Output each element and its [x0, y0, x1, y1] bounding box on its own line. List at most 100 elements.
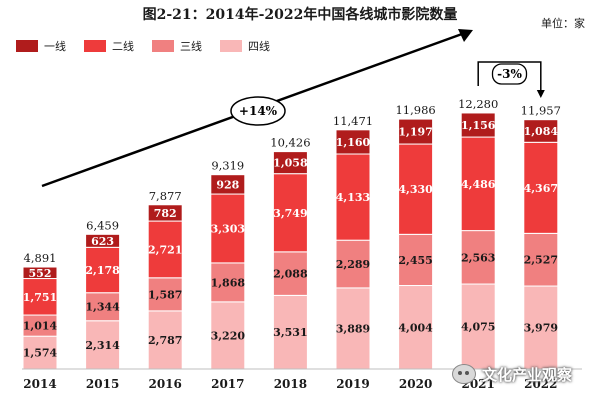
legend-swatch-0: [16, 40, 38, 52]
annotations: +14% -3%: [41, 29, 545, 188]
x-tick-label-2019: 2019: [336, 377, 369, 391]
segment-label-2018-3: 1,058: [273, 157, 308, 170]
segment-label-2014-1: 1,014: [23, 320, 58, 333]
x-tick-label-2018: 2018: [274, 377, 307, 391]
segment-label-2018-0: 3,531: [273, 326, 307, 339]
legend-label-0: 一线: [44, 39, 66, 53]
segment-label-2022-1: 2,527: [524, 254, 558, 267]
legend-swatch-1: [84, 40, 106, 52]
bar-segment-2018-3: [272, 151, 308, 175]
bar-segment-2016-2: [147, 220, 183, 279]
bar-segment-2019-2: [335, 153, 371, 241]
segment-label-2017-3: 928: [216, 178, 239, 191]
watermark: 文化产业观察: [452, 362, 598, 386]
total-label-2022: 11,957: [521, 104, 561, 118]
bar-segment-2018-2: [272, 173, 308, 253]
bar-segment-2021-2: [460, 136, 496, 232]
segment-label-2016-2: 2,721: [148, 243, 182, 256]
segment-label-2021-3: 1,156: [461, 119, 496, 132]
bars: 1,574 1,014 1,751 552 4,891 2014 2,314 1,344 2,1…: [22, 97, 561, 391]
bar-segment-2022-0: [523, 285, 559, 370]
bar-segment-2021-0: [460, 283, 496, 370]
bar-segment-2020-0: [398, 285, 434, 370]
bar-segment-2018-1: [272, 251, 308, 296]
growth-arrow-head: [458, 29, 473, 42]
change-bubble: [491, 63, 528, 85]
x-tick-label-2017: 2017: [211, 377, 244, 391]
bar-segment-2016-3: [147, 204, 183, 222]
bar-segment-2017-2: [210, 193, 246, 264]
total-label-2018: 10,426: [270, 136, 310, 150]
segment-label-2019-3: 1,160: [336, 136, 371, 149]
x-tick-label-2020: 2020: [399, 377, 432, 391]
wechat-icon: [452, 364, 476, 384]
bar-segment-2021-1: [460, 230, 496, 285]
bar-segment-2022-3: [523, 119, 559, 143]
bar-segment-2018-0: [272, 294, 308, 370]
segment-label-2021-2: 4,486: [461, 178, 496, 191]
chart-title: 图2-21：2014年-2022年中国各线城市影院数量: [143, 6, 458, 23]
total-label-2020: 11,986: [395, 103, 435, 117]
segment-label-2016-3: 782: [154, 207, 177, 220]
bar-segment-2015-3: [85, 233, 121, 248]
bar-segment-2021-3: [460, 112, 496, 138]
segment-label-2016-1: 1,587: [148, 288, 182, 301]
change-bracket: [477, 61, 542, 92]
change-label: -3%: [497, 67, 522, 81]
total-label-2014: 4,891: [24, 251, 57, 265]
segment-label-2016-0: 2,787: [148, 334, 182, 347]
bar-segment-2015-2: [85, 246, 121, 294]
segment-label-2021-1: 2,563: [461, 251, 495, 264]
x-tick-label-2015: 2015: [86, 377, 119, 391]
total-label-2016: 7,877: [149, 189, 182, 203]
bar-segment-2022-1: [523, 232, 559, 287]
bar-segment-2019-3: [335, 129, 371, 155]
bar-segment-2016-1: [147, 277, 183, 312]
legend-label-2: 三线: [180, 39, 202, 53]
bar-segment-2017-3: [210, 174, 246, 195]
total-label-2015: 6,459: [86, 218, 119, 232]
segment-label-2015-3: 623: [91, 235, 114, 248]
segment-label-2018-1: 2,088: [273, 268, 308, 281]
segment-label-2022-0: 3,979: [524, 322, 558, 335]
segment-label-2019-0: 3,889: [336, 322, 370, 335]
segment-label-2020-0: 4,004: [398, 321, 433, 334]
legend-swatch-3: [220, 40, 242, 52]
segment-label-2021-0: 4,075: [461, 321, 495, 334]
segment-label-2017-0: 3,220: [211, 329, 246, 342]
legend: 一线 二线 三线 四线: [16, 39, 270, 53]
bar-segment-2020-2: [398, 143, 434, 235]
legend-label-3: 四线: [248, 39, 270, 53]
total-label-2017: 9,319: [211, 159, 244, 173]
segment-label-2014-0: 1,574: [23, 347, 58, 360]
segment-label-2020-2: 4,330: [398, 183, 433, 196]
bar-segment-2019-0: [335, 287, 371, 370]
total-label-2019: 11,471: [333, 114, 373, 128]
segment-label-2018-2: 3,749: [273, 207, 307, 220]
segment-label-2014-3: 552: [29, 267, 52, 280]
unit-label: 单位：家: [541, 16, 585, 30]
total-label-2021: 12,280: [458, 97, 498, 111]
x-tick-label-2022: 2022: [524, 377, 557, 391]
segment-label-2015-1: 1,344: [85, 301, 120, 314]
watermark-text: 文化产业观察: [482, 365, 573, 384]
growth-label: +14%: [239, 104, 278, 118]
legend-swatch-2: [152, 40, 174, 52]
segment-label-2015-0: 2,314: [85, 339, 120, 352]
segment-label-2019-1: 2,289: [336, 258, 370, 271]
bar-segment-2020-3: [398, 118, 434, 145]
segment-label-2014-2: 1,751: [23, 291, 57, 304]
segment-label-2020-1: 2,455: [398, 254, 432, 267]
x-tick-label-2016: 2016: [148, 377, 181, 391]
change-arrow-head: [536, 90, 545, 98]
segment-label-2022-3: 1,084: [524, 125, 559, 138]
bar-segment-2017-0: [210, 301, 246, 370]
bar-segment-2014-0: [22, 335, 58, 370]
bar-segment-2019-1: [335, 239, 371, 289]
segment-label-2022-2: 4,367: [524, 182, 558, 195]
legend-label-1: 二线: [112, 39, 134, 53]
segment-label-2017-2: 3,303: [211, 222, 245, 235]
x-tick-label-2014: 2014: [23, 377, 56, 391]
segment-label-2017-1: 1,868: [211, 276, 246, 289]
